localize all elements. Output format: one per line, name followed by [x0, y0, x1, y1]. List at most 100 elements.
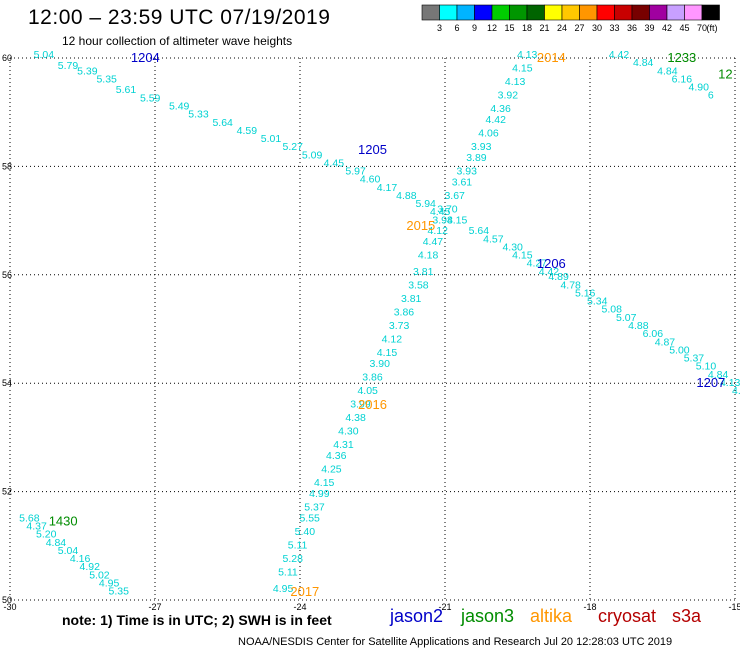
colorbar-tick-label: 9 — [472, 23, 477, 33]
wave-height-point: 5.97 — [345, 166, 366, 178]
wave-height-point: 4.84 — [46, 537, 67, 549]
wave-height-point: 4.42 — [486, 114, 507, 126]
colorbar-tick-label: 70 — [697, 23, 707, 33]
wave-height-point: 4.45 — [430, 206, 451, 218]
wave-height-point: 5.33 — [188, 109, 209, 121]
colorbar-swatch — [526, 4, 545, 21]
wave-height-point: 4.15 — [447, 214, 468, 226]
colorbar-swatch — [579, 4, 598, 21]
wave-height-point: 4.42 — [539, 266, 560, 278]
time-label: 1205 — [358, 142, 387, 157]
grid — [9, 57, 736, 601]
wave-height-point: 4.92 — [80, 561, 101, 573]
time-label: 2016 — [358, 397, 387, 412]
colorbar-tick-label: 36 — [627, 23, 637, 33]
colorbar-tick-label: 6 — [454, 23, 459, 33]
colorbar-swatch — [649, 4, 668, 21]
wave-height-point: 4.25 — [321, 464, 342, 476]
colorbar-tick-label: 12 — [487, 23, 497, 33]
wave-height-point: 3.92 — [498, 90, 519, 102]
colorbar-tick-label: 21 — [539, 23, 549, 33]
legend-jason3: jason3 — [461, 606, 515, 626]
wave-height-point: 3.93 — [457, 166, 478, 178]
wave-height-point: 4.31 — [333, 439, 354, 451]
wave-height-point: 4.84 — [708, 369, 729, 381]
wave-height-point: 4.99 — [309, 488, 330, 500]
wave-height-point: 5.79 — [58, 60, 79, 72]
legend-jason2: jason2 — [390, 606, 444, 626]
y-tick-label: 58 — [2, 161, 12, 171]
x-tick-label: -24 — [293, 602, 306, 612]
wave-height-point: 5.68 — [19, 512, 40, 524]
colorbar-swatch — [421, 4, 440, 21]
y-tick-label: 56 — [2, 270, 12, 280]
chart-title: 12:00 – 23:59 UTC 07/19/2019 — [28, 6, 331, 29]
wave-height-point: 4.15 — [377, 347, 398, 359]
wave-height-point: 5.20 — [36, 529, 57, 541]
wave-height-point: 4.36 — [326, 450, 347, 462]
wave-height-point: 5.16 — [575, 287, 596, 299]
colorbar-unit: (ft) — [707, 23, 718, 33]
wave-height-point: 4.13 — [517, 49, 538, 61]
wave-height-point: 3.90 — [370, 358, 391, 370]
wave-height-point: 4.84 — [633, 57, 654, 69]
time-label: 1233 — [667, 50, 696, 65]
wave-height-point: 4.60 — [360, 174, 381, 186]
wave-height-point: 5.04 — [58, 545, 79, 557]
wave-height-point: 4.89 — [548, 271, 569, 283]
data-points: 5.045.795.395.355.615.595.495.335.644.59… — [19, 49, 740, 598]
x-tick-label: -30 — [3, 602, 16, 612]
x-tick-label: -27 — [148, 602, 161, 612]
colorbar-swatch — [439, 4, 458, 21]
x-tick-label: -21 — [438, 602, 451, 612]
x-tick-label: -18 — [583, 602, 596, 612]
wave-height-point: 5.07 — [616, 312, 637, 324]
wave-height-point: 5.09 — [302, 149, 323, 161]
wave-height-point: 3.61 — [452, 176, 473, 188]
colorbar-tick-label: 42 — [662, 23, 672, 33]
wave-height-point: 6 — [708, 90, 714, 102]
wave-height-point: 4.45 — [324, 157, 345, 169]
wave-height-point: 3.67 — [444, 190, 465, 202]
wave-height-point: 4.79 — [732, 385, 740, 397]
wave-height-point: 5.94 — [415, 198, 436, 210]
wave-height-point: 5.64 — [469, 225, 490, 237]
wave-height-point: 4.90 — [689, 82, 710, 94]
y-tick-label: 52 — [2, 487, 12, 497]
wave-height-point: 4.30 — [338, 426, 359, 438]
wave-height-point: 5.01 — [261, 133, 282, 145]
footer-note: note: 1) Time is in UTC; 2) SWH is in fe… — [62, 612, 332, 628]
wave-height-point: 4.13 — [505, 76, 526, 88]
colorbar-swatch — [614, 4, 633, 21]
wave-height-point: 4.95 — [99, 577, 120, 589]
time-label: 12 — [718, 66, 732, 81]
wave-height-point: 5.27 — [283, 141, 304, 153]
wave-height-point: 5.37 — [304, 502, 325, 514]
time-label: 1430 — [49, 513, 78, 528]
wave-height-point: 5.39 — [77, 65, 98, 77]
legend-cryosat: cryosat — [598, 606, 657, 626]
axis-ticks: -30 -27 -24 -21 -18 -15 60 58 56 54 52 50 — [2, 53, 740, 612]
colorbar-swatch — [509, 4, 528, 21]
colorbar-swatch — [561, 4, 580, 21]
colorbar-tick-label: 33 — [609, 23, 619, 33]
wave-height-point: 3.73 — [389, 320, 410, 332]
wave-height-point: 5.11 — [288, 540, 308, 552]
colorbar-swatch — [491, 4, 510, 21]
wave-height-point: 4.36 — [490, 103, 511, 115]
wave-height-point: 4.42 — [609, 49, 630, 61]
colorbar-swatch — [666, 4, 685, 21]
wave-height-point: 4.30 — [502, 241, 523, 253]
wave-height-point: 4.88 — [628, 320, 649, 332]
wave-height-point: 5.40 — [295, 526, 316, 538]
wave-height-point: 4.95 — [273, 583, 294, 595]
colorbar-swatch — [456, 4, 475, 21]
time-label: 1206 — [537, 256, 566, 271]
time-labels: 1204 1205 1206 1207 1233 12 1430 2014 2015 2016 20… — [49, 50, 733, 599]
time-label: 1207 — [696, 375, 725, 390]
wave-height-point: 3.93 — [471, 141, 492, 153]
wave-height-point: 5.28 — [283, 553, 304, 565]
wave-height-point: 4.12 — [382, 334, 403, 346]
colorbar-tick-label: 15 — [504, 23, 514, 33]
wave-height-point: 4.16 — [70, 553, 91, 565]
